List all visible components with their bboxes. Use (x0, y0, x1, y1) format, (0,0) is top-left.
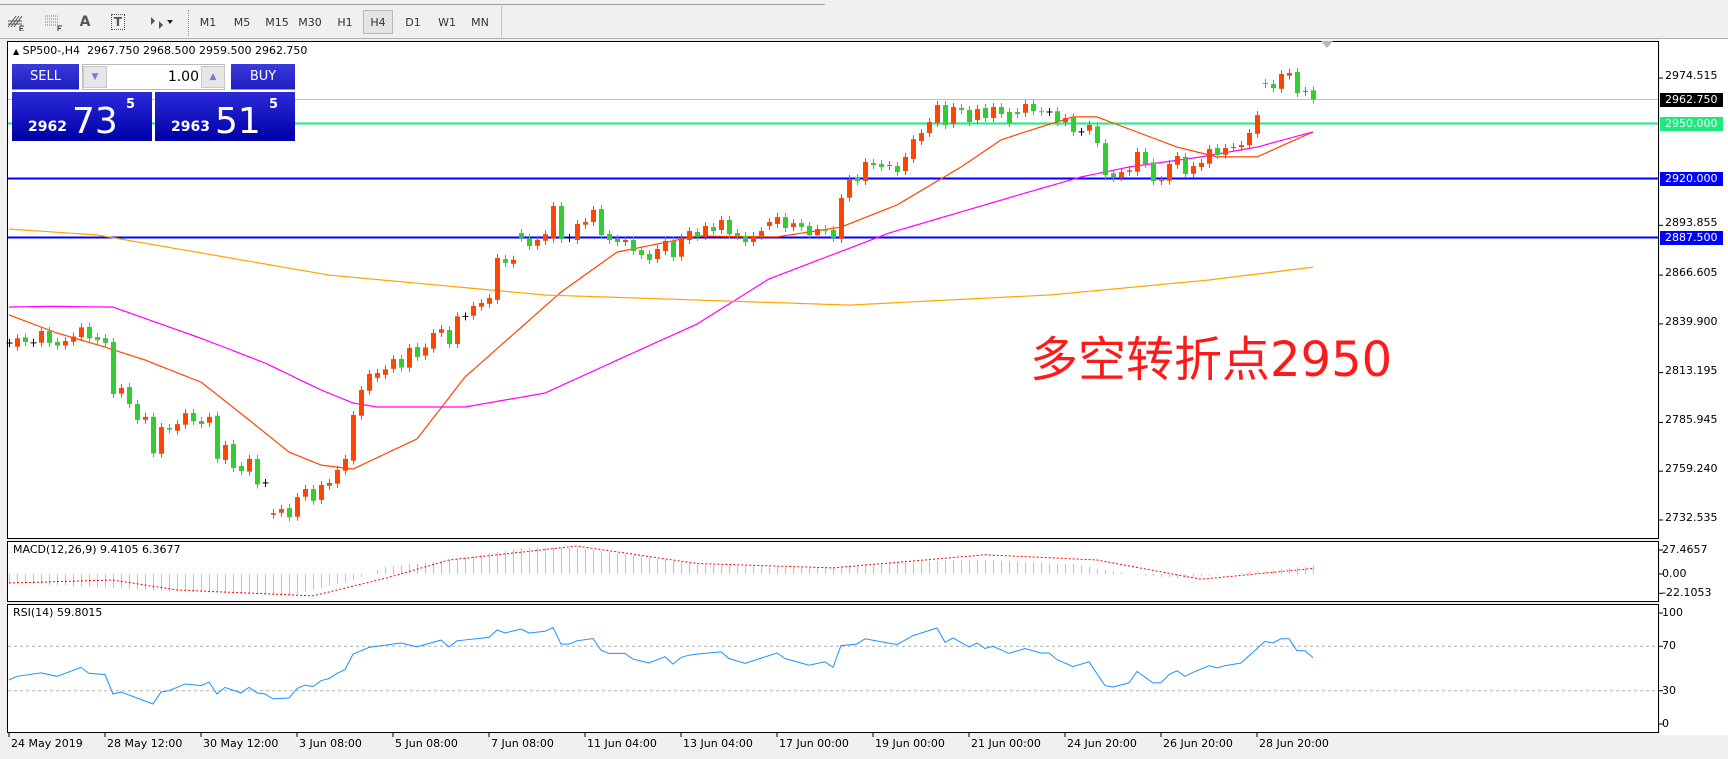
volume-field: ▼ 1.00 ▲ (82, 64, 225, 90)
price-tick-label: 2813.195 (1665, 363, 1718, 377)
sell-button[interactable]: SELL (12, 64, 79, 90)
timeframe-w1[interactable]: W1 (438, 15, 456, 29)
timeframe-h4[interactable]: H4 (363, 10, 393, 34)
rsi-panel[interactable] (7, 604, 1659, 733)
window-tab-strip (0, 0, 825, 5)
timeframe-d1[interactable]: D1 (405, 15, 421, 29)
volume-decrease-button[interactable]: ▼ (83, 66, 107, 88)
text-icon-glyph: A (79, 14, 91, 30)
fibonacci-expansion-icon[interactable] (5, 12, 27, 32)
date-tick-label: 17 Jun 00:00 (779, 737, 849, 750)
timeframe-m15[interactable]: M15 (265, 15, 289, 29)
one-click-trading-panel: SELL ▼ 1.00 ▲ BUY 2962 73 5 2963 51 5 (12, 63, 296, 142)
level-2950-tag: 2950.000 (1660, 116, 1723, 131)
collapse-triangle-icon[interactable]: ▲ (13, 47, 20, 56)
date-tick-label: 11 Jun 04:00 (587, 737, 657, 750)
buy-price-prefix: 2963 (171, 119, 210, 135)
text-label-icon-glyph: T (110, 14, 126, 30)
rsi-tick-label: 0 (1662, 717, 1669, 730)
sell-price-fraction: 5 (126, 97, 136, 112)
level-2887-tag: 2887.500 (1660, 230, 1723, 245)
rsi-tick-label: 100 (1662, 606, 1683, 619)
text-label-icon[interactable]: T (107, 12, 129, 32)
chart-annotation-text[interactable]: 多空转折点2950 (1030, 332, 1393, 388)
rsi-label: RSI(14) 59.8015 (13, 606, 103, 619)
sell-price-button[interactable]: 2962 73 5 (12, 92, 152, 142)
macd-label: MACD(12,26,9) 9.4105 6.3677 (13, 543, 181, 556)
price-tick-label: 2785.945 (1665, 413, 1718, 427)
price-tick-label: 2839.900 (1665, 314, 1718, 328)
date-tick-label: 7 Jun 08:00 (491, 737, 554, 750)
text-icon[interactable]: A (74, 12, 96, 32)
chart-header: ▲ SP500-,H4 2967.750 2968.500 2959.500 2… (13, 44, 307, 58)
date-tick-label: 26 Jun 20:00 (1163, 737, 1233, 750)
line-studies-toolbar: A T M1 M5 M15 M30 H1 H4 D1 W1 MN (0, 6, 502, 38)
macd-tick-label: -22.1053 (1662, 586, 1712, 600)
rsi-tick-label: 70 (1662, 639, 1676, 653)
timeframe-m30[interactable]: M30 (298, 15, 322, 29)
current-price-tag: 2962.750 (1660, 93, 1723, 108)
buy-button[interactable]: BUY (231, 64, 295, 90)
sell-price-prefix: 2962 (28, 119, 67, 135)
price-tick-label: 2732.535 (1665, 510, 1718, 524)
date-tick-label: 21 Jun 00:00 (971, 737, 1041, 750)
toolbar-divider (0, 38, 1728, 39)
price-axis[interactable] (1660, 39, 1728, 735)
arrows-icon[interactable] (146, 12, 176, 32)
chart-shift-marker[interactable] (1321, 41, 1333, 48)
level-2920-tag: 2920.000 (1660, 171, 1723, 186)
date-tick-label: 19 Jun 00:00 (875, 737, 945, 750)
date-tick-label: 24 May 2019 (11, 737, 83, 750)
price-tick-label: 2893.855 (1665, 216, 1718, 230)
macd-tick-label: 0.00 (1662, 567, 1687, 580)
date-tick-label: 3 Jun 08:00 (299, 737, 362, 750)
date-tick-label: 24 Jun 20:00 (1067, 737, 1137, 750)
date-tick-label: 28 May 12:00 (107, 737, 183, 750)
date-tick-label: 13 Jun 04:00 (683, 737, 753, 750)
buy-price-button[interactable]: 2963 51 5 (155, 92, 295, 142)
date-tick-label: 5 Jun 08:00 (395, 737, 458, 750)
chart-ohlc-info: SP500-,H4 2967.750 2968.500 2959.500 296… (22, 44, 308, 57)
price-tick-label: 2759.240 (1665, 462, 1718, 476)
timeframe-m1[interactable]: M1 (199, 15, 217, 29)
date-tick-label: 28 Jun 20:00 (1259, 737, 1329, 750)
volume-input[interactable]: 1.00 (167, 69, 199, 85)
fibonacci-fan-icon[interactable] (42, 12, 64, 32)
buy-price-pips: 51 (215, 101, 261, 142)
sell-price-pips: 73 (72, 101, 118, 142)
macd-panel[interactable] (7, 541, 1659, 602)
date-tick-label: 30 May 12:00 (203, 737, 279, 750)
price-tick-label: 2974.515 (1665, 69, 1718, 82)
timeframe-h1[interactable]: H1 (337, 15, 353, 29)
rsi-tick-label: 30 (1662, 683, 1676, 697)
volume-increase-button[interactable]: ▲ (201, 66, 225, 88)
macd-tick-label: 27.4657 (1662, 543, 1708, 556)
toolbar-grip[interactable] (188, 10, 190, 36)
price-tick-label: 2866.605 (1665, 266, 1718, 280)
timeframe-m5[interactable]: M5 (233, 15, 251, 29)
buy-price-fraction: 5 (269, 97, 279, 112)
timeframe-mn[interactable]: MN (471, 15, 489, 29)
